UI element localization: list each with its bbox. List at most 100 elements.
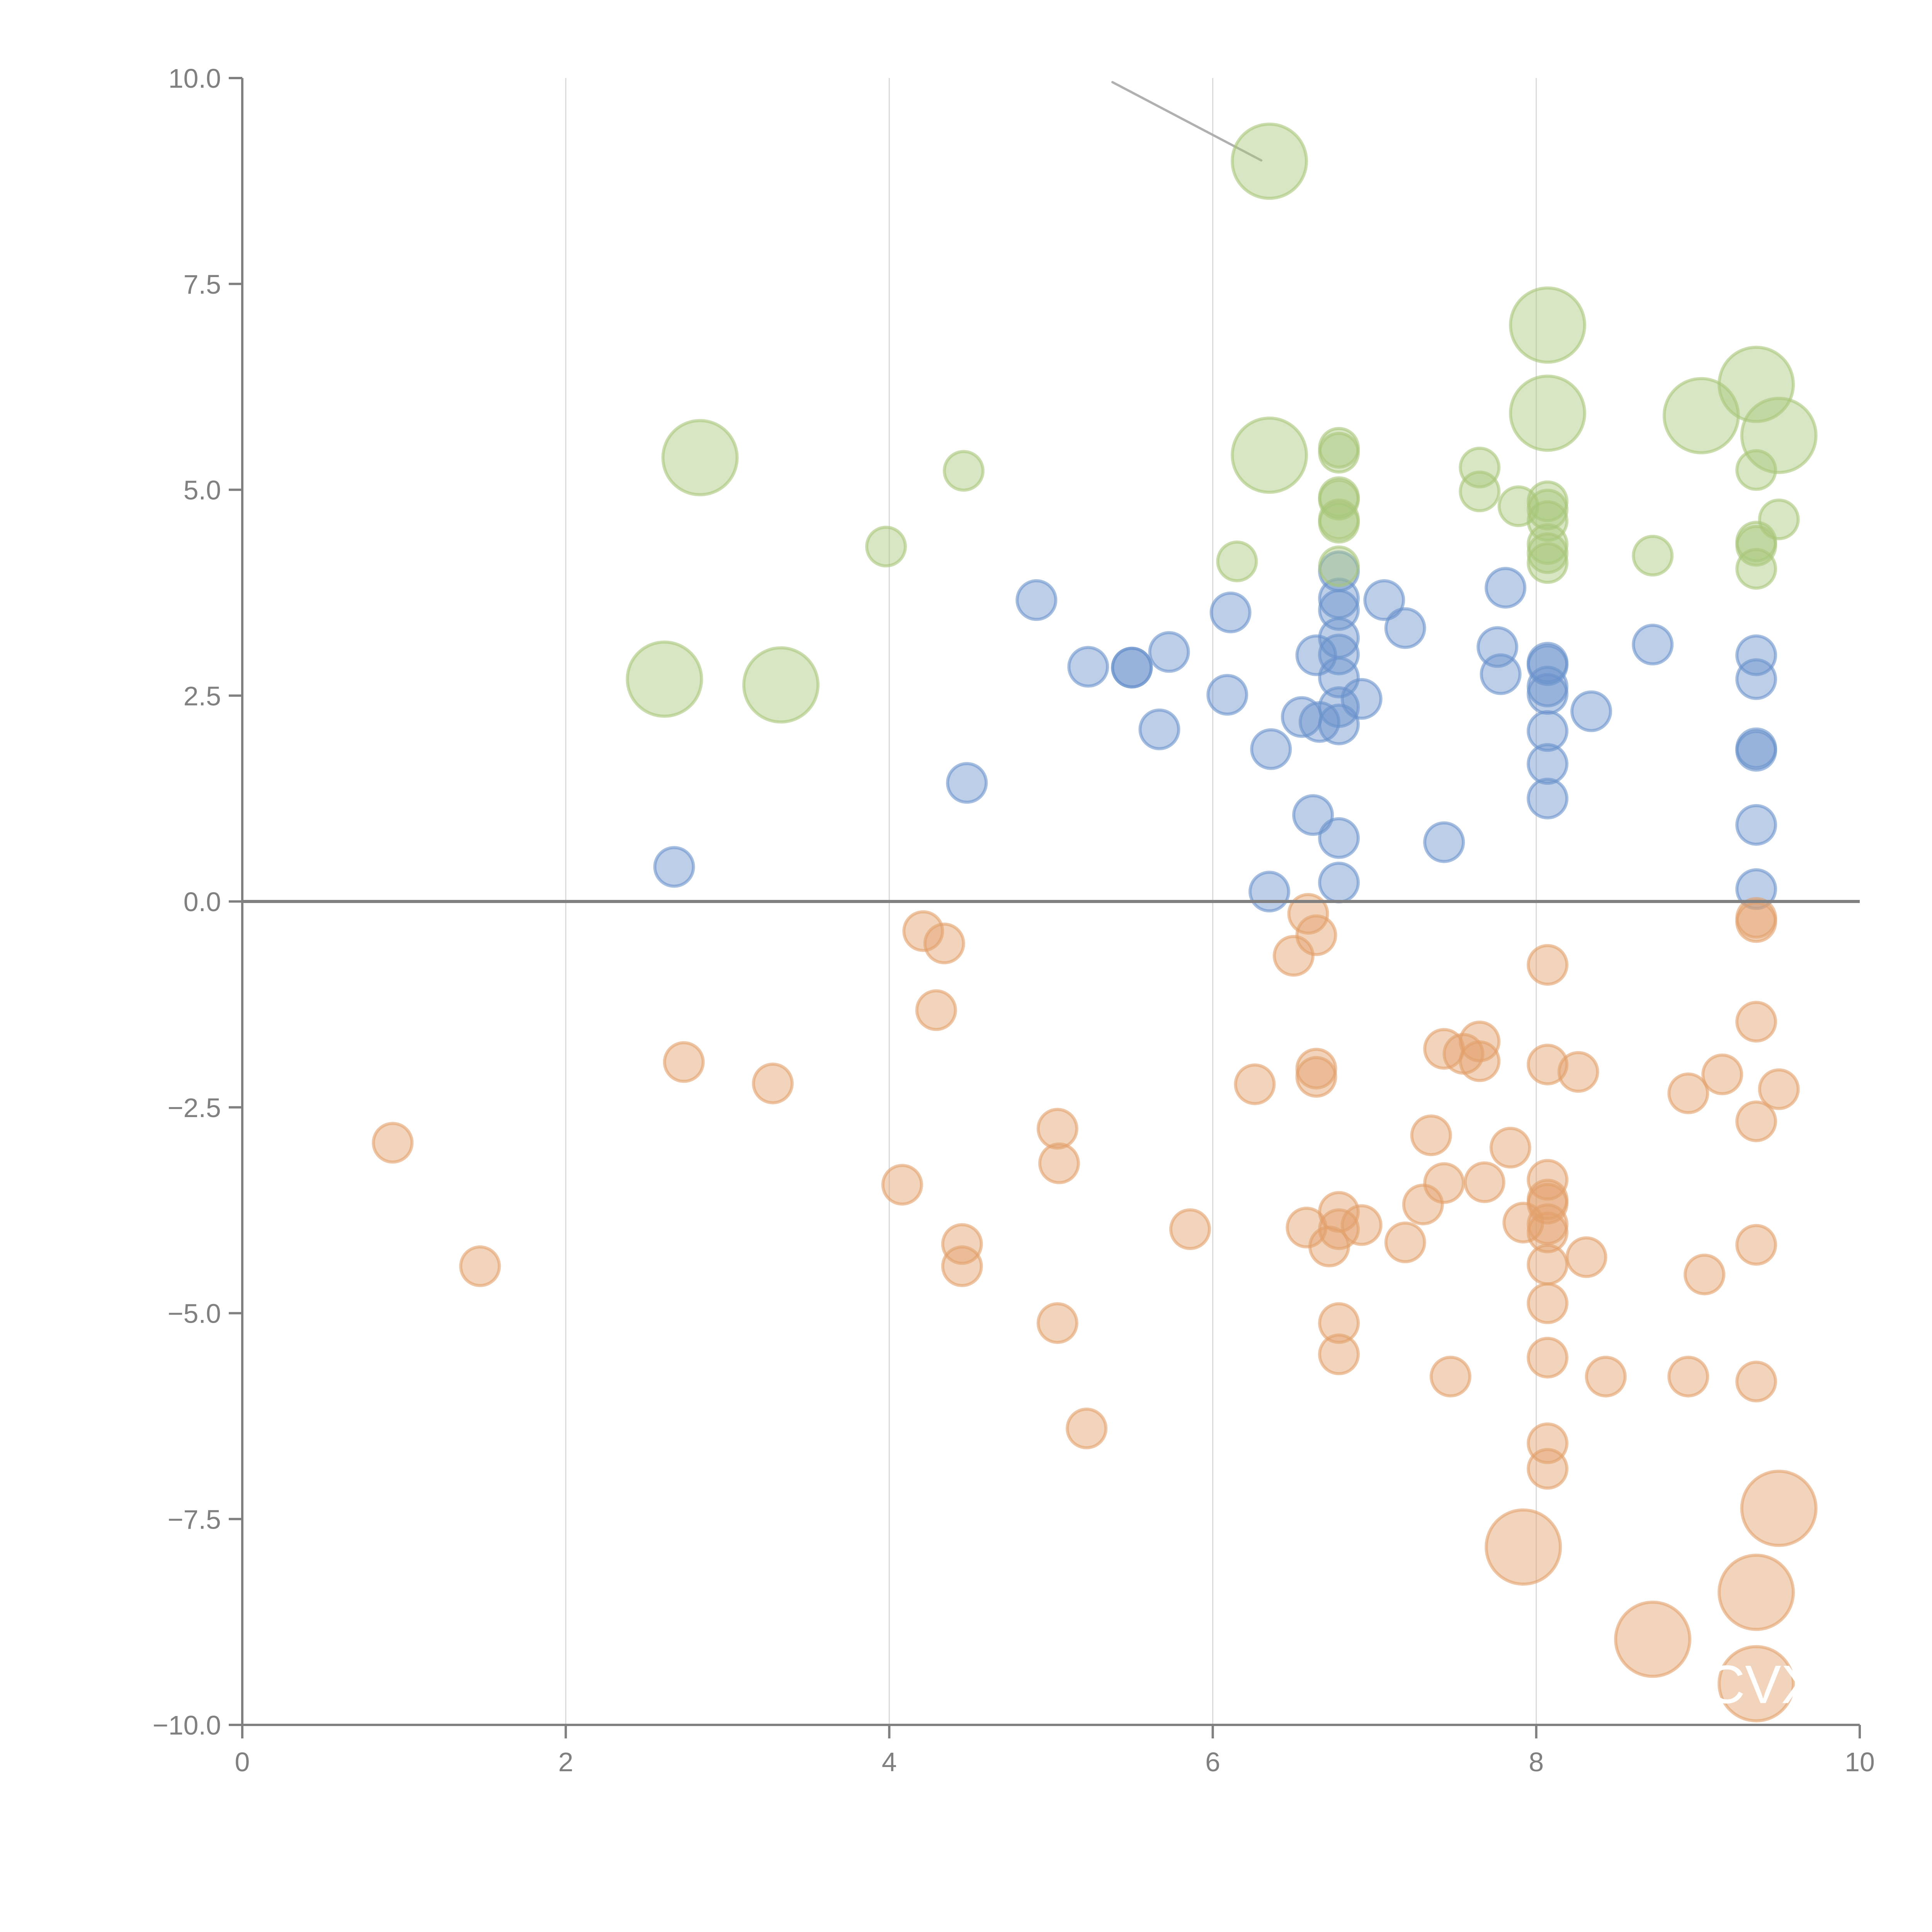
data-point-green-large — [1509, 374, 1587, 452]
data-point-blue — [1318, 817, 1360, 859]
y-tick-label: −7.5 — [168, 1504, 221, 1534]
data-point-blue — [1209, 592, 1252, 634]
data-point-orange — [915, 989, 957, 1031]
data-point-orange — [1402, 1184, 1444, 1226]
data-point-orange — [1295, 914, 1337, 956]
data-point-blue — [1015, 579, 1058, 621]
data-point-blue — [1138, 708, 1180, 750]
data-point-blue — [1318, 656, 1360, 699]
data-point-green — [1459, 446, 1501, 488]
data-point-green-large — [661, 419, 739, 497]
data-point-orange-large — [1718, 1553, 1795, 1631]
data-point-orange — [752, 1062, 794, 1104]
data-point-blue — [1527, 777, 1569, 820]
data-point-blue — [1318, 861, 1360, 903]
data-point-blue — [1318, 633, 1360, 675]
data-point-orange — [923, 922, 965, 964]
data-point-green-large — [1740, 396, 1818, 474]
data-points — [242, 122, 1860, 1723]
data-point-orange — [372, 1122, 414, 1164]
x-tick-label: 4 — [882, 1747, 897, 1777]
data-point-orange — [1036, 1108, 1078, 1150]
data-point-blue — [1485, 567, 1527, 609]
data-point-green — [865, 526, 907, 568]
data-point-orange — [1489, 1127, 1531, 1169]
data-point-blue — [1735, 658, 1777, 700]
data-point-green-large — [626, 640, 703, 718]
data-point-blue — [1248, 871, 1291, 913]
data-point-orange — [1527, 1211, 1569, 1253]
data-point-orange — [1287, 893, 1329, 935]
data-point-orange — [1295, 1056, 1337, 1098]
data-point-orange — [1527, 1282, 1569, 1324]
data-point-orange — [1527, 1043, 1569, 1085]
data-point-orange-large — [1485, 1508, 1562, 1586]
data-point-orange — [1038, 1142, 1080, 1184]
data-point-orange — [1735, 1100, 1777, 1142]
data-point-orange — [1667, 1355, 1709, 1398]
data-point-blue — [1148, 631, 1190, 673]
data-point-blue — [1527, 644, 1569, 686]
data-point-orange-large — [1718, 1645, 1795, 1723]
data-point-orange — [1169, 1208, 1211, 1250]
data-point-orange — [1527, 944, 1569, 986]
data-point-blue — [653, 846, 695, 888]
data-point-green — [1758, 498, 1800, 541]
data-point-blue — [1250, 728, 1292, 770]
data-point-blue — [1318, 686, 1360, 728]
y-tick-label: −5.0 — [168, 1299, 221, 1329]
data-point-orange — [1527, 1448, 1569, 1490]
data-point-orange — [1735, 1361, 1777, 1403]
data-point-green — [1527, 532, 1569, 574]
data-point-blue — [1570, 690, 1612, 732]
x-tick-label: 2 — [558, 1747, 573, 1777]
x-tick-label: 8 — [1529, 1747, 1544, 1777]
data-point-orange — [1318, 1191, 1360, 1233]
data-point-orange — [902, 910, 944, 952]
data-point-green-large — [1231, 416, 1308, 494]
axes: 0 2 4 6 8 10 −10.0 −7.5 −5.0 −2.5 0.0 2.5 5.0 7.5 10.0 — [153, 63, 1875, 1777]
data-point-blue — [1423, 821, 1465, 863]
data-point-green — [1318, 545, 1360, 587]
data-point-orange — [1735, 901, 1777, 943]
data-point-orange — [1527, 1337, 1569, 1379]
data-point-green-large — [1231, 122, 1308, 200]
data-point-orange — [1318, 1333, 1360, 1376]
data-point-orange — [1585, 1355, 1627, 1398]
data-point-green — [1318, 502, 1360, 544]
data-point-orange — [1463, 1161, 1505, 1203]
data-point-green — [1735, 548, 1777, 590]
data-point-blue — [1111, 646, 1153, 689]
data-point-blue — [1527, 673, 1569, 715]
data-point-orange-large — [1614, 1600, 1692, 1678]
data-point-orange — [1429, 1355, 1471, 1398]
y-tick-label: 0.0 — [184, 887, 221, 917]
data-point-green-large — [1718, 345, 1795, 423]
data-point-orange — [1684, 1253, 1726, 1296]
data-point-orange — [1036, 1302, 1078, 1344]
data-point-green — [1216, 540, 1258, 582]
data-point-blue — [1292, 794, 1334, 836]
data-point-orange — [1340, 1204, 1383, 1246]
data-point-orange — [1667, 1072, 1709, 1114]
data-point-orange — [1758, 1068, 1800, 1110]
data-point-blue — [1527, 743, 1569, 785]
data-point-orange — [663, 1041, 705, 1083]
data-point-orange — [1565, 1236, 1607, 1278]
data-point-green — [1527, 542, 1569, 584]
data-point-orange — [1527, 1243, 1569, 1286]
data-point-blue — [1632, 624, 1674, 666]
data-point-orange — [1557, 1051, 1599, 1093]
data-point-blue — [1363, 579, 1405, 621]
data-point-green — [1735, 525, 1777, 567]
data-point-blue — [1735, 634, 1777, 676]
data-point-green — [1735, 449, 1777, 491]
data-point-orange — [1318, 1302, 1360, 1344]
data-point-blue — [1735, 804, 1777, 846]
annotation-label: CVX — [1706, 1654, 1817, 1714]
data-point-blue — [1206, 674, 1248, 716]
data-point-orange — [459, 1245, 501, 1287]
data-point-green — [1632, 534, 1674, 577]
data-point-green — [1459, 470, 1501, 512]
data-point-green-large — [742, 646, 820, 724]
